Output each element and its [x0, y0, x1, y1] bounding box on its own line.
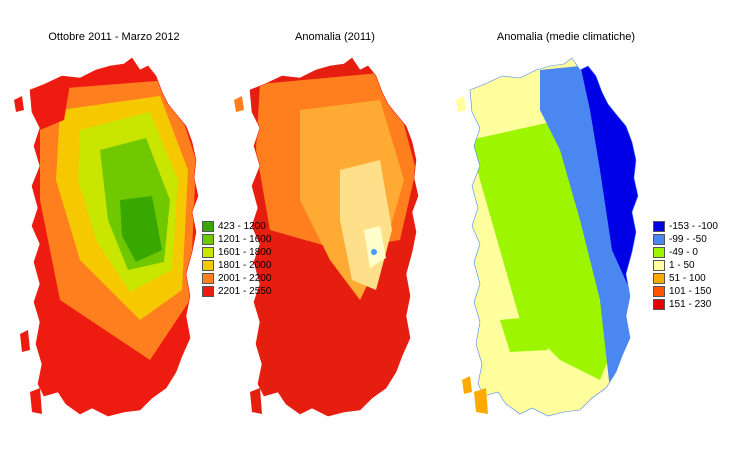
legend-swatch: [202, 286, 214, 297]
map-title-1: Ottobre 2011 - Marzo 2012: [48, 31, 180, 43]
legend-label: 423 - 1200: [218, 221, 266, 232]
legend-swatch: [653, 221, 665, 232]
legend-label: 1 - 50: [669, 260, 695, 271]
legend-label: 2201 - 2550: [218, 286, 272, 297]
legend-label: 1201 - 1600: [218, 234, 272, 245]
legend-label: 51 - 100: [669, 273, 706, 284]
legend-swatch: [202, 221, 214, 232]
legend-swatch: [202, 234, 214, 245]
legend-entry: 151 - 230: [653, 298, 718, 311]
legend-map-3: -153 - -100 -99 - -50 -49 - 0 1 - 50 51 - 10…: [653, 220, 718, 311]
legend-entry: 1801 - 2000: [202, 259, 271, 272]
legend-entry: 423 - 1200: [202, 220, 271, 233]
legend-entry: 1 - 50: [653, 259, 718, 272]
legend-entry: 101 - 150: [653, 285, 718, 298]
legend-label: -99 - -50: [669, 234, 707, 245]
legend-label: -49 - 0: [669, 247, 698, 258]
legend-entry: 1201 - 1600: [202, 233, 271, 246]
legend-label: -153 - -100: [669, 221, 718, 232]
legend-entry: -49 - 0: [653, 246, 718, 259]
legend-entry: 51 - 100: [653, 272, 718, 285]
legend-entry: -153 - -100: [653, 220, 718, 233]
legend-swatch: [653, 286, 665, 297]
legend-map-1: 423 - 1200 1201 - 1600 1601 - 1800 1801 - 2…: [202, 220, 271, 298]
legend-swatch: [202, 247, 214, 258]
map-1: [14, 57, 199, 417]
legend-entry: 2001 - 2200: [202, 272, 271, 285]
map-2: [234, 57, 419, 417]
legend-swatch: [202, 273, 214, 284]
legend-entry: 1601 - 1800: [202, 246, 271, 259]
legend-label: 1801 - 2000: [218, 260, 272, 271]
legend-entry: -99 - -50: [653, 233, 718, 246]
map-title-2: Anomalia (2011): [295, 31, 375, 43]
legend-swatch: [653, 234, 665, 245]
legend-swatch: [202, 260, 214, 271]
legend-swatch: [653, 247, 665, 258]
legend-label: 1601 - 1800: [218, 247, 272, 258]
legend-label: 101 - 150: [669, 286, 712, 297]
legend-swatch: [653, 273, 665, 284]
legend-label: 151 - 230: [669, 299, 712, 310]
legend-swatch: [653, 260, 665, 271]
legend-swatch: [653, 299, 665, 310]
map-title-3: Anomalia (medie climatiche): [496, 31, 636, 43]
legend-label: 2001 - 2200: [218, 273, 272, 284]
legend-entry: 2201 - 2550: [202, 285, 271, 298]
map-3: [456, 57, 639, 417]
